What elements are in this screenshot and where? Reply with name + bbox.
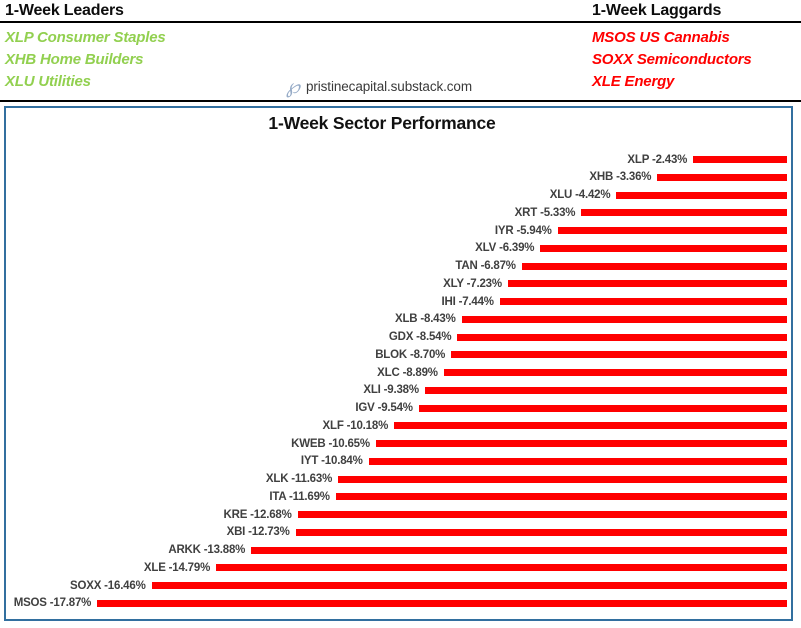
- bar-ITA: [335, 493, 787, 501]
- bar-label-ARKK: ARKK -13.88%: [168, 544, 246, 556]
- laggard-item: XLE Energy: [592, 73, 675, 90]
- leaders-title: 1-Week Leaders: [5, 2, 124, 19]
- laggard-item: MSOS US Cannabis: [592, 29, 730, 46]
- bar-label-XHB: XHB -3.36%: [589, 171, 652, 184]
- bar-XLY: [507, 280, 787, 288]
- bar-XLI: [424, 386, 787, 394]
- bar-XLC: [443, 369, 787, 376]
- bar-XLK: [338, 475, 787, 483]
- bar-MSOS: [97, 599, 787, 607]
- bar-IHI: [499, 298, 787, 305]
- bar-label-XLU: XLU -4.42%: [549, 189, 611, 201]
- leaders-list: XLP Consumer Staples XHB Home Builders X…: [5, 27, 305, 93]
- bar-label-XLV: XLV -6.39%: [475, 242, 535, 255]
- bar-IGV: [418, 404, 787, 412]
- bar-label-XLE: XLE -14.79%: [143, 561, 211, 574]
- bar-label-IYT: IYT -10.84%: [300, 455, 363, 468]
- header-bottom-rule: [0, 100, 801, 102]
- bar-XRT: [581, 209, 787, 217]
- header: 1-Week Leaders 1-Week Laggards XLP Consu…: [0, 0, 801, 104]
- bar-GDX: [457, 333, 787, 341]
- bar-KWEB: [375, 440, 787, 447]
- bar-XLV: [540, 244, 787, 252]
- bar-label-BLOK: BLOK -8.70%: [375, 348, 446, 361]
- watermark-url-text: pristinecapital.substack.com: [305, 78, 472, 94]
- bar-BLOK: [451, 351, 787, 359]
- laggard-item: SOXX Semiconductors: [592, 51, 752, 68]
- bar-label-XLP: XLP -2.43%: [627, 153, 688, 166]
- bar-XLU: [616, 191, 787, 199]
- bar-label-GDX: GDX -8.54%: [388, 331, 452, 343]
- leader-item: XLU Utilities: [5, 73, 91, 90]
- bar-label-IHI: IHI -7.44%: [441, 295, 494, 308]
- leader-item: XHB Home Builders: [5, 51, 144, 68]
- bar-label-KWEB: KWEB -10.65%: [291, 437, 370, 450]
- bar-ARKK: [251, 546, 787, 554]
- bar-XLP: [693, 156, 787, 163]
- bar-TAN: [521, 262, 787, 270]
- leader-item: XLP Consumer Staples: [5, 29, 166, 46]
- bar-label-XLY: XLY -7.23%: [443, 277, 502, 290]
- bar-label-SOXX: SOXX -16.46%: [70, 579, 146, 592]
- bar-XLF: [394, 422, 787, 430]
- bar-XLE: [216, 564, 787, 572]
- bar-label-KRE: KRE -12.68%: [223, 508, 292, 521]
- bar-label-XLI: XLI -9.38%: [363, 384, 419, 397]
- bars-area: XLP -2.43% XHB -3.36% XLU -4.42% XRT -5.33%…: [6, 108, 791, 619]
- bar-label-IYR: IYR -5.94%: [494, 224, 552, 237]
- sector-performance-chart: 1-Week Sector Performance XLP -2.43% XHB …: [4, 106, 793, 621]
- bar-label-XLC: XLC -8.89%: [377, 366, 438, 379]
- bar-label-XBI: XBI -12.73%: [226, 526, 290, 539]
- bar-IYT: [368, 457, 787, 465]
- chart-title: 1-Week Sector Performance: [268, 113, 496, 133]
- watermark: ℘ pristinecapital.substack.com: [286, 74, 472, 98]
- bar-label-IGV: IGV -9.54%: [355, 402, 413, 414]
- bar-label-MSOS: MSOS -17.87%: [13, 597, 92, 610]
- header-top-rule: [0, 21, 801, 23]
- bar-label-TAN: TAN -6.87%: [455, 260, 516, 272]
- bar-XHB: [657, 173, 787, 181]
- bar-label-ITA: ITA -11.69%: [269, 490, 330, 503]
- bar-label-XLB: XLB -8.43%: [394, 313, 456, 326]
- bar-XBI: [295, 528, 787, 536]
- bar-IYR: [557, 227, 787, 234]
- bar-KRE: [297, 511, 787, 518]
- bar-label-XRT: XRT -5.33%: [514, 206, 576, 219]
- bar-label-XLK: XLK -11.63%: [265, 473, 333, 485]
- laggards-title: 1-Week Laggards: [592, 2, 722, 19]
- laggards-list: MSOS US Cannabis SOXX Semiconductors XLE…: [592, 27, 801, 93]
- bar-SOXX: [151, 582, 787, 589]
- bar-XLB: [461, 315, 787, 323]
- script-p-logo-icon: ℘: [286, 74, 300, 98]
- bar-label-XLF: XLF -10.18%: [322, 419, 389, 432]
